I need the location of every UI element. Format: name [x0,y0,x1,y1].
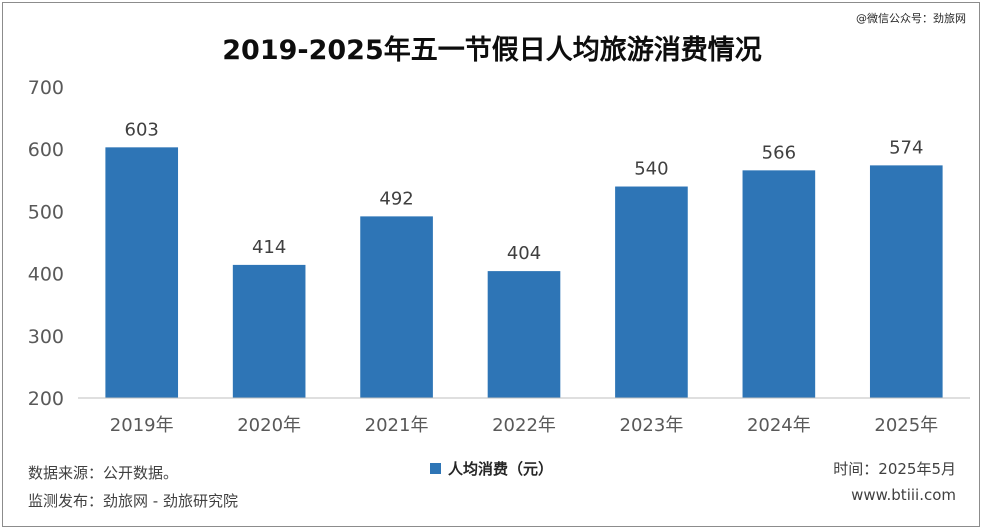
bar [615,186,688,398]
bar [487,271,561,398]
data-label: 404 [507,243,541,264]
y-tick-label: 400 [28,264,64,286]
bar [360,216,433,398]
bar [232,264,306,398]
legend: 人均消费（元） [430,458,553,479]
bar [105,147,179,398]
chart-title: 2019-2025年五一节假日人均旅游消费情况 [222,35,762,66]
x-tick-label: 2021年 [365,415,429,436]
date-note: 时间：2025年5月 [833,460,956,478]
y-tick-label: 600 [28,139,64,161]
data-label: 414 [252,237,286,258]
data-label: 492 [379,188,413,209]
y-tick-label: 200 [28,388,64,410]
legend-label: 人均消费（元） [448,460,554,478]
publisher-note: 监测发布：劲旅网 - 劲旅研究院 [28,492,238,510]
legend-swatch [430,463,441,474]
y-tick-label: 300 [28,326,64,348]
x-tick-label: 2023年 [620,415,684,436]
x-tick-label: 2024年 [747,415,811,436]
data-label: 540 [634,159,668,180]
x-tick-label: 2022年 [492,415,556,436]
bar [869,165,943,398]
y-tick-label: 700 [28,77,64,99]
data-label: 603 [125,119,159,140]
x-tick-label: 2020年 [237,415,301,436]
bar [742,170,816,398]
y-tick-label: 500 [28,201,64,223]
data-label: 574 [889,137,923,158]
watermark: @微信公众号：劲旅网 [856,12,966,25]
x-tick-label: 2025年 [874,415,938,436]
data-label: 566 [762,142,796,163]
x-tick-label: 2019年 [110,415,174,436]
website-note: www.btiii.com [851,486,956,504]
data-source-note: 数据来源：公开数据。 [28,464,179,482]
